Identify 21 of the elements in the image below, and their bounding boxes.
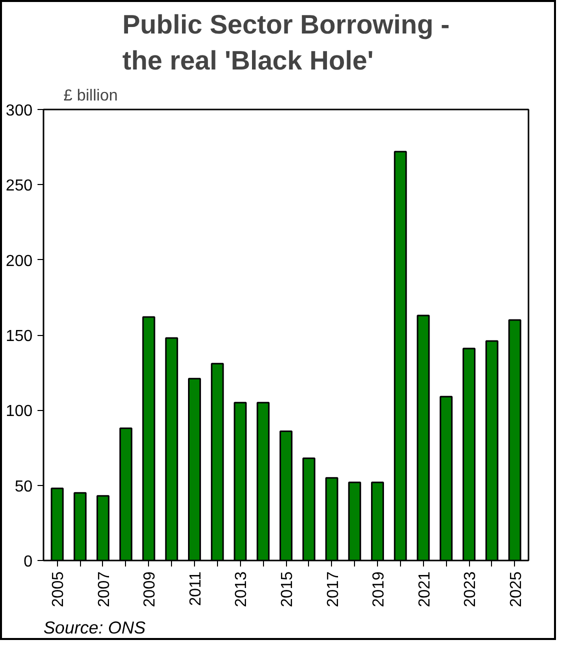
x-tick-label: 2021 [416,571,434,608]
source-note: Source: ONS [44,618,146,638]
x-tick-label: 2013 [233,571,250,608]
x-tick-label: 2017 [324,571,342,608]
x-tick-label: 2015 [279,571,296,608]
y-tick-label: 300 [6,102,33,120]
chart-title: Public Sector Borrowing - the real 'Black Hole' [122,10,450,76]
x-tick-label: 2023 [462,571,480,608]
y-tick-label: 0 [24,554,33,570]
y-axis-title: £ billion [64,88,118,104]
y-tick-label: 250 [6,178,33,195]
x-tick-label: 2007 [96,571,113,608]
y-tick-label: 200 [6,252,33,270]
x-tick-label: 2009 [142,571,159,608]
x-tick-label: 2005 [50,571,68,608]
x-tick-label: 2019 [370,571,388,608]
y-tick-label: 150 [6,328,33,345]
y-tick-label: 100 [6,403,33,420]
x-tick-label: 2011 [187,571,204,606]
y-tick-label: 50 [14,478,33,496]
x-tick-label: 2025 [508,571,525,608]
